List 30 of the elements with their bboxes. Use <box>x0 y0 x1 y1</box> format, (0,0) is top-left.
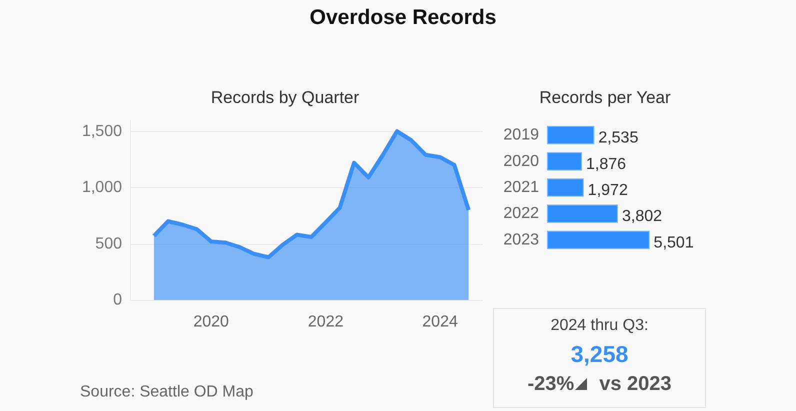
bar <box>547 126 594 144</box>
bar <box>547 204 618 223</box>
chart-subtitle: Records by Quarter <box>210 88 360 107</box>
data-label: 3,802 <box>622 208 662 226</box>
x-tick-label: 2022 <box>308 314 344 330</box>
data-label: 2,535 <box>598 130 638 147</box>
y-tick-label: 2019 <box>503 126 540 144</box>
source-note: Source: Seattle OD Map <box>80 384 254 400</box>
y-tick-label: 0 <box>113 292 122 308</box>
data-label: 1,972 <box>588 182 628 199</box>
text: 3,258 <box>570 341 630 368</box>
text: -23% <box>528 373 574 395</box>
bar <box>547 230 650 250</box>
bar <box>547 178 584 197</box>
y-tick-label: 500 <box>95 235 122 252</box>
x-tick-label: 2024 <box>422 314 458 330</box>
data-label: 5,501 <box>654 234 694 252</box>
x-tick-label: 2020 <box>193 314 230 330</box>
chart-subtitle: Records per Year <box>539 88 672 107</box>
text: 2024 thru Q3: <box>550 317 650 335</box>
data-label: 1,876 <box>586 156 626 173</box>
y-tick-label: 2020 <box>503 152 540 170</box>
bar <box>547 152 582 170</box>
text: vs 2023 <box>599 373 672 395</box>
y-tick-label: 1,000 <box>82 179 122 196</box>
y-tick-label: 2022 <box>503 205 540 222</box>
y-tick-label: 2021 <box>503 179 540 196</box>
y-tick-label: 1,500 <box>82 122 122 140</box>
y-tick-label: 2023 <box>503 231 540 248</box>
chart-title: Overdose Records <box>310 6 496 29</box>
